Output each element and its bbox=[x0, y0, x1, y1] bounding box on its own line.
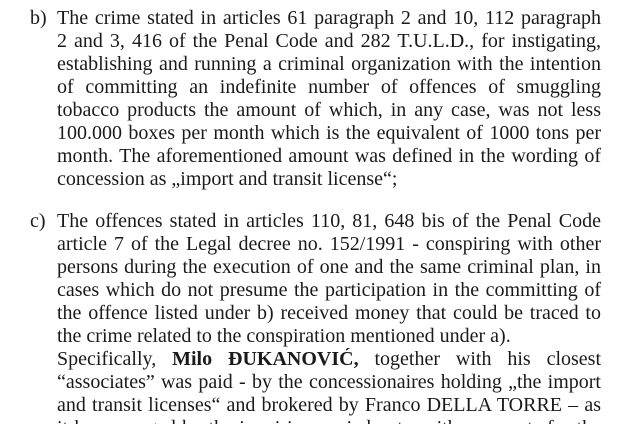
text-line: 2 and 3, 416 of the Penal Code and 282 T… bbox=[57, 30, 601, 53]
text-segment: tobacco products the amount of which, in… bbox=[57, 99, 601, 121]
text-segment: establishing and running a criminal orga… bbox=[57, 53, 601, 75]
text-segment: it has emerged by the inquiries carried … bbox=[57, 417, 601, 424]
text-segment: The offences stated in articles 110, 81,… bbox=[57, 210, 601, 232]
paragraph-b: b) The crime stated in articles 61 paragr… bbox=[30, 7, 601, 191]
text-segment: persons during the execution of one and … bbox=[57, 256, 601, 278]
text-line: Specifically, Milo ĐUKANOVIĆ, together w… bbox=[57, 348, 601, 371]
text-line-partial: it has emerged by the inquiries carried … bbox=[57, 417, 601, 424]
text-segment: concession as „import and transit licens… bbox=[57, 168, 398, 190]
text-line: the offence listed under b) received mon… bbox=[57, 302, 601, 325]
text-line: establishing and running a criminal orga… bbox=[57, 53, 601, 76]
text-line: concession as „import and transit licens… bbox=[57, 168, 601, 191]
text-segment: month. The aforementioned amount was def… bbox=[57, 145, 601, 167]
text-line: The crime stated in articles 61 paragrap… bbox=[57, 7, 601, 30]
list-item-label: c) bbox=[30, 210, 46, 232]
text-line: tobacco products the amount of which, in… bbox=[57, 99, 601, 122]
text-line: persons during the execution of one and … bbox=[57, 256, 601, 279]
text-segment: 100.000 boxes per month which is the equ… bbox=[57, 122, 601, 144]
text-line: the crime related to the conspiration me… bbox=[57, 325, 601, 348]
text-line: article 7 of the Legal decree no. 152/19… bbox=[57, 233, 601, 256]
text-line: cases which do not presume the participa… bbox=[57, 279, 601, 302]
text-segment: cases which do not presume the participa… bbox=[57, 279, 601, 301]
text-segment: Specifically, bbox=[57, 348, 173, 370]
text-segment: of committing an indefinite number of of… bbox=[57, 76, 601, 98]
bold-text-segment: Milo ĐUKANOVIĆ, bbox=[172, 348, 359, 370]
text-line: and transit licenses“ and brokered by Fr… bbox=[57, 394, 601, 417]
text-line: “associates” was paid - by the concessio… bbox=[57, 371, 601, 394]
text-segment: the crime related to the conspiration me… bbox=[57, 325, 511, 347]
list-item-label: b) bbox=[30, 7, 47, 29]
paragraph-c: c) The offences stated in articles 110, 8… bbox=[30, 210, 601, 424]
text-segment: article 7 of the Legal decree no. 152/19… bbox=[57, 233, 601, 255]
text-segment: The crime stated in articles 61 paragrap… bbox=[57, 7, 601, 29]
text-line: month. The aforementioned amount was def… bbox=[57, 145, 601, 168]
text-segment: together with his closest bbox=[358, 348, 601, 370]
text-segment: the offence listed under b) received mon… bbox=[57, 302, 601, 324]
text-segment: 2 and 3, 416 of the Penal Code and 282 T… bbox=[57, 30, 601, 52]
text-line: 100.000 boxes per month which is the equ… bbox=[57, 122, 601, 145]
text-segment: “associates” was paid - by the concessio… bbox=[57, 371, 601, 393]
text-segment: and transit licenses“ and brokered by Fr… bbox=[57, 394, 601, 416]
text-line: The offences stated in articles 110, 81,… bbox=[57, 210, 601, 233]
text-line: of committing an indefinite number of of… bbox=[57, 76, 601, 99]
